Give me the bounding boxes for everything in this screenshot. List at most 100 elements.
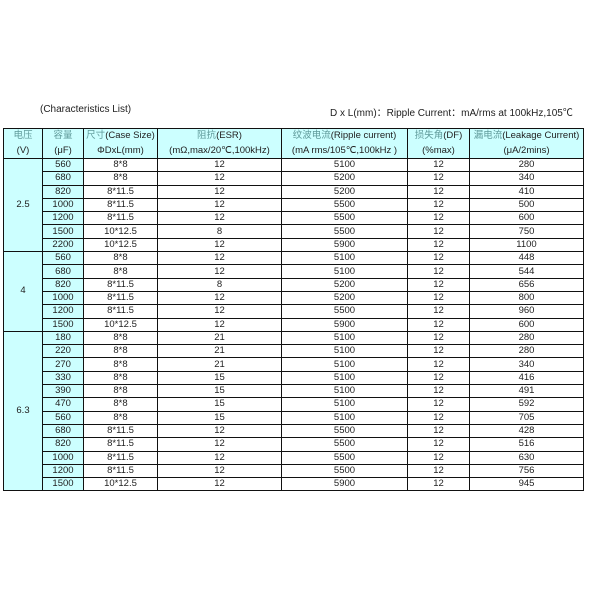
df-cell: 12 [407,211,470,226]
header-unit-capacitance: (μF) [42,143,84,159]
capacitance-cell: 560 [42,251,84,266]
capacitance-cell: 1000 [42,450,84,465]
table-row: 1200 8*11.5 12 5500 12 756 [4,463,584,479]
leakage-current-cell: 516 [469,437,584,452]
df-cell: 12 [407,357,470,372]
esr-cell: 21 [157,344,282,359]
df-cell: 12 [407,317,470,332]
df-cell: 12 [407,370,470,386]
table-row: 1000 8*11.5 12 5500 12 630 [4,450,584,465]
df-cell: 12 [407,437,470,452]
leakage-current-cell: 280 [469,157,584,173]
capacitance-cell: 680 [42,264,84,279]
capacitance-cell: 330 [42,370,84,386]
table-row: 1200 8*11.5 12 5500 12 960 [4,304,584,319]
characteristics-table: 电压 容量 尺寸(Case Size) 阻抗(ESR) 纹波电流(Ripple curr… [3,128,584,492]
esr-cell: 15 [157,384,282,399]
capacitance-cell: 1500 [42,317,84,332]
header-cn-label: 纹波电流 [292,130,331,142]
case-size-cell: 8*8 [83,251,158,266]
leakage-current-cell: 600 [469,317,584,332]
df-cell: 12 [407,237,470,253]
df-cell: 12 [407,290,470,306]
ripple-current-cell: 5100 [281,357,408,372]
esr-cell: 12 [157,184,282,199]
table-row: 470 8*8 15 5100 12 592 [4,397,584,412]
table-row: 4 560 8*8 12 5100 12 448 [3,251,584,332]
header-unit-leakage-current: (μA/2mins) [469,143,584,159]
ripple-current-cell: 5500 [281,463,408,479]
capacitance-cell: 680 [42,171,84,186]
ripple-current-cell: 5900 [281,237,408,253]
esr-cell: 21 [157,357,282,372]
header-cn-label: 损失角 [414,130,444,142]
header-df: 损失角(DF) [407,128,470,144]
header-en-label: (DF) [443,130,463,142]
case-size-cell: 8*11.5 [83,463,158,479]
table-caption: (Characteristics List) [40,104,132,115]
table-row: 680 8*8 12 5200 12 340 [4,171,584,186]
df-cell: 12 [407,264,470,279]
esr-cell: 12 [157,264,282,279]
ripple-current-cell: 5500 [281,211,408,226]
case-size-cell: 8*8 [83,330,158,346]
df-cell: 12 [407,224,470,239]
df-cell: 12 [407,157,470,173]
capacitance-cell: 820 [42,437,84,452]
df-cell: 12 [407,384,470,399]
header-en-label: (Case Size) [105,130,155,142]
leakage-current-cell: 600 [469,211,584,226]
ripple-current-cell: 5900 [281,317,408,332]
case-size-cell: 8*8 [83,397,158,412]
ripple-current-cell: 5500 [281,304,408,319]
header-unit-esr: (mΩ,max/20℃,100kHz) [157,143,282,159]
ripple-current-cell: 5200 [281,277,408,292]
leakage-current-cell: 592 [469,397,584,412]
case-size-cell: 8*8 [83,370,158,386]
header-en-label: (Leakage Current) [502,130,580,142]
voltage-cell: 4 [3,251,43,332]
header-ripple-current: 纹波电流(Ripple current) [281,128,408,144]
table-row: 1500 10*12.5 8 5500 12 750 [4,224,584,239]
table-header: 电压 容量 尺寸(Case Size) 阻抗(ESR) 纹波电流(Ripple curr… [3,128,584,159]
leakage-current-cell: 630 [469,450,584,465]
header-row: 电压 容量 尺寸(Case Size) 阻抗(ESR) 纹波电流(Ripple curr… [3,128,584,144]
table-row: 680 8*8 12 5100 12 544 [4,264,584,279]
table-row: 270 8*8 21 5100 12 340 [4,357,584,372]
leakage-current-cell: 416 [469,370,584,386]
capacitance-cell: 820 [42,277,84,292]
leakage-current-cell: 280 [469,330,584,346]
header-cn-label: 尺寸 [86,130,106,142]
capacitance-cell: 680 [42,423,84,439]
case-size-cell: 10*12.5 [83,224,158,239]
case-size-cell: 8*11.5 [83,277,158,292]
case-size-cell: 8*11.5 [83,437,158,452]
ripple-current-cell: 5500 [281,450,408,465]
table-row: 2.5 560 8*8 12 5100 12 280 [3,157,584,253]
df-cell: 12 [407,450,470,465]
leakage-current-cell: 491 [469,384,584,399]
table-row: 1500 10*12.5 12 5900 12 945 [4,477,584,492]
df-cell: 12 [407,277,470,292]
df-cell: 12 [407,184,470,199]
header-en-label: (Ripple current) [330,130,397,142]
capacitance-cell: 1200 [42,463,84,479]
case-size-cell: 8*11.5 [83,290,158,306]
df-cell: 12 [407,171,470,186]
capacitance-cell: 1500 [42,224,84,239]
header-unit-ripple-current: (mA rms/105℃,100kHz ) [281,143,408,159]
leakage-current-cell: 945 [469,477,584,492]
esr-cell: 12 [157,237,282,253]
esr-cell: 12 [157,171,282,186]
case-size-cell: 10*12.5 [83,237,158,253]
leakage-current-cell: 340 [469,171,584,186]
table-row: 2200 10*12.5 12 5900 12 1100 [4,237,584,253]
header-voltage: 电压 [3,128,43,144]
header-cn-label: 电压 [13,130,33,142]
ripple-current-cell: 5500 [281,224,408,239]
ripple-current-cell: 5500 [281,423,408,439]
df-cell: 12 [407,304,470,319]
leakage-current-cell: 410 [469,184,584,199]
ripple-current-cell: 5100 [281,157,408,173]
case-size-cell: 8*11.5 [83,211,158,226]
